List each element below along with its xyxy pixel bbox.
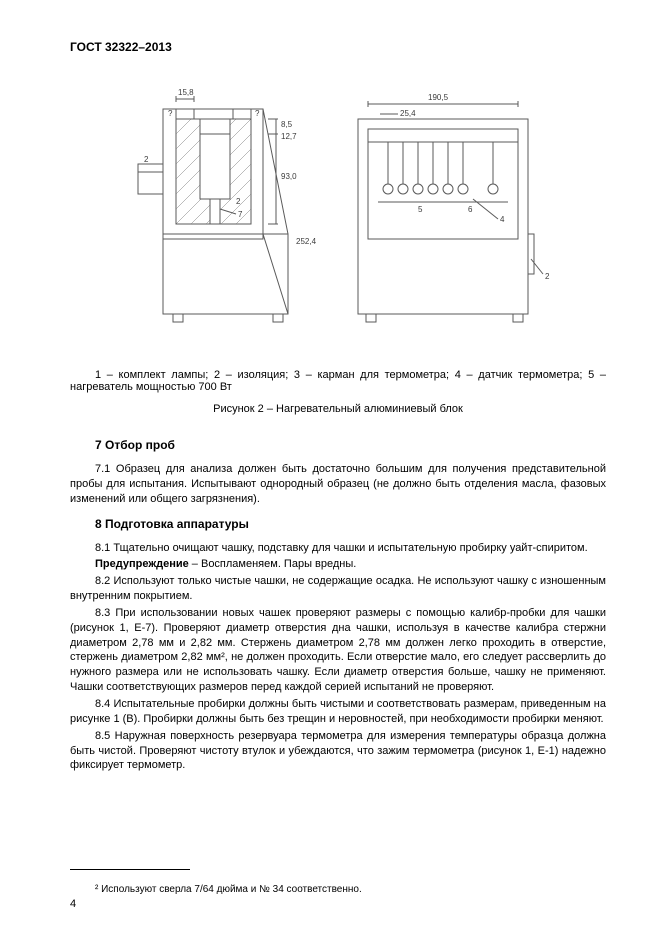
dim-side: 252,4 (296, 237, 317, 246)
lbl-2b: 2 (236, 197, 241, 206)
footnote-text: ² Используют сверла 7/64 дюйма и № 34 со… (70, 884, 606, 895)
standard-code: ГОСТ 32322–2013 (70, 40, 606, 54)
dim-hb: 12,7 (281, 132, 297, 141)
lbl-5: 5 (418, 205, 423, 214)
lbl-q1: ? (168, 109, 173, 118)
lbl-2a: 2 (144, 155, 149, 164)
para-8-5: 8.5 Наружная поверхность резервуара терм… (70, 729, 606, 774)
para-8-1: 8.1 Тщательно очищают чашку, подставку д… (70, 541, 606, 556)
document-page: ГОСТ 32322–2013 (0, 0, 661, 935)
lbl-6: 6 (468, 205, 473, 214)
warning-line: Предупреждение – Воспламеняем. Пары вред… (70, 557, 606, 572)
figure-2-drawing: 15,8 8,5 12,7 93,0 ? ? 2 2 7 252,4 (118, 84, 558, 344)
page-number: 4 (70, 898, 76, 910)
figure-legend: 1 – комплект лампы; 2 – изоляция; 3 – ка… (70, 369, 606, 393)
para-8-2: 8.2 Используют только чистые чашки, не с… (70, 574, 606, 604)
warning-label: Предупреждение (95, 558, 189, 570)
section-7-heading: 7 Отбор проб (95, 438, 606, 452)
dim-ha: 8,5 (281, 120, 293, 129)
lbl-7: 7 (238, 210, 243, 219)
para-7-1: 7.1 Образец для анализа должен быть дост… (70, 462, 606, 507)
warning-text: – Воспламеняем. Пары вредны. (189, 558, 357, 570)
footnote-body: Используют сверла 7/64 дюйма и № 34 соот… (98, 884, 361, 895)
lbl-q2: ? (255, 109, 260, 118)
dim-right-w: 190,5 (428, 93, 449, 102)
para-8-4: 8.4 Испытательные пробирки должны быть ч… (70, 697, 606, 727)
section-8-heading: 8 Подготовка аппаратуры (95, 517, 606, 531)
dim-left: 15,8 (178, 88, 194, 97)
para-8-3: 8.3 При использовании новых чашек провер… (70, 606, 606, 695)
dim-hc: 93,0 (281, 172, 297, 181)
dim-inner: 25,4 (400, 109, 416, 118)
lbl-side2: 2 (545, 272, 550, 281)
lbl-4: 4 (500, 215, 505, 224)
figure-title: Рисунок 2 – Нагревательный алюминиевый б… (70, 403, 606, 415)
footnote-rule (70, 869, 190, 870)
